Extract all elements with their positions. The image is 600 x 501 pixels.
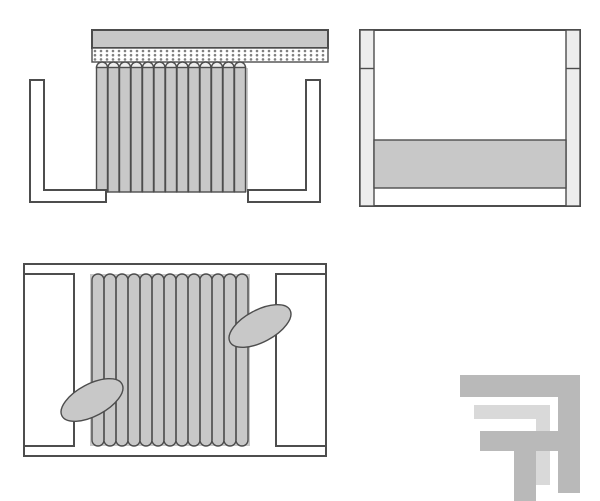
side-view bbox=[360, 30, 580, 206]
top-view bbox=[24, 264, 326, 456]
front-view bbox=[30, 30, 328, 202]
watermark-logo bbox=[460, 375, 600, 501]
